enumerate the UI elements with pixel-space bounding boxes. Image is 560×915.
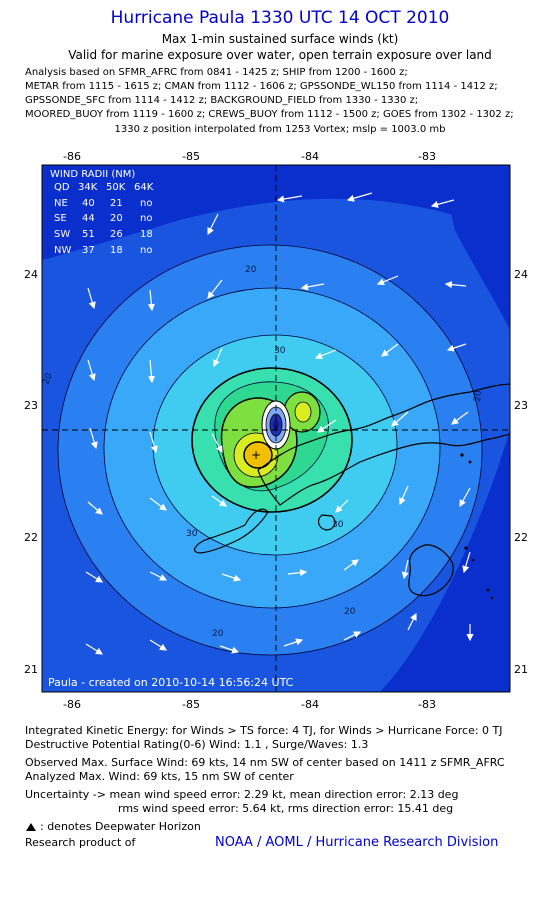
contour-label: 20 [212,629,224,639]
ocean-dark-nw [42,165,510,260]
cuba-coastline [193,383,510,554]
observed-max-line: Observed Max. Surface Wind: 69 kts, 14 n… [25,756,505,769]
lat-tick-label: 23 [514,399,528,412]
yucatan-coastline [408,544,454,597]
wind-radii-cell: no [140,213,152,224]
wind-radii-header: 64K [134,182,154,193]
analysis-block: Analysis based on SFMR_AFRC from 0841 - … [25,66,555,122]
wind-radii-header: 50K [106,182,126,193]
lon-tick-label: -84 [301,698,319,711]
analysis-line: Analysis based on SFMR_AFRC from 0841 - … [25,67,408,78]
analysis-line: GPSSONDE_SFC from 1114 - 1412 z; BACKGRO… [25,95,419,106]
lon-tick-label: -85 [182,698,200,711]
analysis-line: MOORED_BUOY from 1119 - 1600 z; CREWS_BU… [25,109,514,120]
lat-tick-label: 24 [24,268,38,281]
valid-line: Valid for marine exposure over water, op… [68,48,492,62]
lat-axis-right: 24 23 22 21 [514,268,528,676]
noaa-credit: NOAA / AOML / Hurricane Research Divisio… [215,835,499,850]
lon-tick-label: -83 [418,150,436,163]
map-subtitle: Max 1-min sustained surface winds (kt) [161,32,399,46]
contour-label: 30 [186,529,198,539]
rms-line: rms wind speed error: 5.64 kt, rms direc… [118,802,454,815]
wind-radii-header: QD [54,182,70,193]
analysis-line: METAR from 1115 - 1615 z; CMAN from 1112… [25,81,498,92]
deepwater-text: : denotes Deepwater Horizon [40,820,201,833]
lat-tick-label: 22 [514,531,528,544]
wind-radii-cell: SE [54,213,67,224]
max-wind-marker: + [251,448,261,462]
analyzed-max-line: Analyzed Max. Wind: 69 kts, 15 nm SW of … [25,770,294,783]
contour-label: 30 [274,346,286,356]
wind-field: + 20 20 20 20 30 30 30 20 [41,165,510,692]
dpr-line: Destructive Potential Rating(0-6) Wind: … [25,738,369,751]
contour-60kt-ne [294,401,312,423]
isle-of-youth [317,514,336,531]
lon-tick-label: -83 [418,698,436,711]
lat-tick-label: 21 [24,663,38,676]
lon-axis-bottom: -86 -85 -84 -83 [63,698,436,711]
wind-radii-cell: 21 [110,198,123,209]
contour-label: 30 [332,520,344,530]
wind-radii-cell: 40 [82,198,95,209]
contour-64kt [243,441,273,469]
wind-radii-cell: NW [54,245,71,256]
lat-tick-label: 22 [24,531,38,544]
cays [460,453,494,600]
lon-tick-label: -86 [63,698,81,711]
lat-tick-label: 21 [514,663,528,676]
wind-radii-cell: 51 [82,229,95,240]
ocean-dark-se [380,430,510,692]
map-title: Hurricane Paula 1330 UTC 14 OCT 2010 [110,8,450,28]
contour-label: 20 [473,390,484,403]
wind-radii-cell: 37 [82,245,95,256]
wind-radii-cell: 18 [110,245,123,256]
lon-axis-top: -86 -85 -84 -83 [63,150,436,163]
lat-tick-label: 23 [24,399,38,412]
deepwater-horizon-icon [26,823,36,831]
wind-radii-cell: no [140,245,152,256]
contour-label: 20 [245,265,257,275]
wind-radii-table: WIND RADII (NM) QD 34K 50K 64K NE 40 21 … [50,169,154,256]
wind-radii-cell: no [140,198,152,209]
plot-frame [41,164,511,693]
wind-radii-title: WIND RADII (NM) [50,169,135,180]
wind-radii-cell: 26 [110,229,123,240]
ocean-dark-east [440,165,510,330]
contour-label: 20 [344,607,356,617]
position-line: 1330 z position interpolated from 1253 V… [114,124,446,135]
lon-tick-label: -85 [182,150,200,163]
wind-radii-cell: 44 [82,213,95,224]
research-label: Research product of [25,836,136,849]
lat-tick-label: 24 [514,268,528,281]
lon-tick-label: -86 [63,150,81,163]
wind-radii-header: 34K [78,182,98,193]
wind-radii-cell: 18 [140,229,153,240]
contour-label: 20 [41,372,54,386]
created-label: Paula - created on 2010-10-14 16:56:24 U… [48,676,294,689]
lat-axis-left: 24 23 22 21 [24,268,38,676]
wind-radii-cell: NE [54,198,68,209]
ike-line: Integrated Kinetic Energy: for Winds > T… [25,724,503,737]
uncertainty-line: Uncertainty -> mean wind speed error: 2.… [25,788,459,801]
deepwater-note: : denotes Deepwater Horizon [25,820,201,834]
lon-tick-label: -84 [301,150,319,163]
wind-vectors [85,192,474,655]
wind-radii-cell: 20 [110,213,123,224]
wind-radii-cell: SW [54,229,70,240]
